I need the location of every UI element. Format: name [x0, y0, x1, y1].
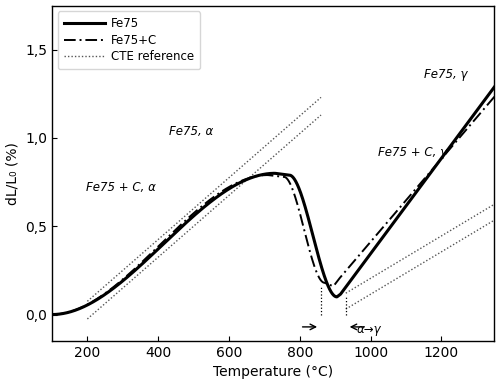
Fe75: [218, 191, 224, 196]
Text: Fe75, γ: Fe75, γ: [424, 69, 467, 82]
CTE reference: [224, 177, 230, 182]
Fe75+C: [100, 293, 105, 298]
Y-axis label: dL/L₀ (%): dL/L₀ (%): [6, 142, 20, 205]
Fe75+C: [492, 94, 498, 99]
CTE reference: [196, 201, 202, 206]
CTE reference: [312, 100, 318, 105]
Line: CTE reference: CTE reference: [88, 97, 321, 301]
Text: α→γ: α→γ: [356, 323, 381, 336]
Fe75+C: [238, 179, 244, 183]
Text: Fe75 + C, α: Fe75 + C, α: [86, 181, 156, 194]
Fe75: [100, 294, 105, 298]
Fe75: [435, 161, 441, 165]
Fe75+C: [435, 161, 441, 165]
Text: Fe75 + C, γ: Fe75 + C, γ: [378, 146, 447, 159]
Fe75: [238, 180, 244, 184]
CTE reference: [211, 189, 217, 193]
Legend: Fe75, Fe75+C, CTE reference: Fe75, Fe75+C, CTE reference: [58, 12, 200, 69]
Line: Fe75: Fe75: [52, 87, 494, 315]
Fe75+C: [482, 105, 488, 109]
Fe75: [49, 312, 55, 317]
CTE reference: [318, 95, 324, 100]
CTE reference: [196, 202, 202, 207]
Fe75+C: [218, 189, 224, 194]
CTE reference: [84, 299, 90, 304]
Fe75+C: [49, 312, 55, 317]
Fe75+C: [126, 272, 132, 276]
Fe75: [492, 85, 498, 89]
Fe75: [126, 274, 132, 278]
CTE reference: [276, 132, 282, 136]
X-axis label: Temperature (°C): Temperature (°C): [213, 365, 334, 380]
Line: Fe75+C: Fe75+C: [52, 97, 494, 315]
Fe75: [482, 96, 488, 101]
Text: Fe75, α: Fe75, α: [169, 125, 213, 138]
